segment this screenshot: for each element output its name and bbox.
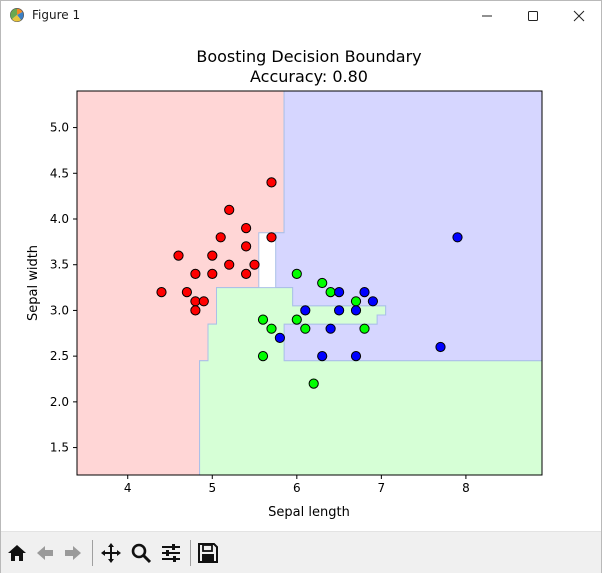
home-button[interactable] bbox=[5, 541, 29, 565]
data-point-class-0 bbox=[190, 296, 201, 307]
data-point-class-0 bbox=[224, 259, 235, 270]
data-point-class-2 bbox=[367, 296, 378, 307]
data-point-class-2 bbox=[274, 332, 285, 343]
chart-subtitle: Accuracy: 0.80 bbox=[250, 67, 368, 86]
data-point-class-2 bbox=[300, 305, 311, 316]
data-point-class-1 bbox=[308, 378, 319, 389]
y-tick-label: 4.5 bbox=[50, 166, 69, 180]
maximize-icon bbox=[528, 10, 538, 21]
data-point-class-2 bbox=[350, 351, 362, 362]
data-point-class-0 bbox=[266, 177, 277, 188]
data-point-class-1 bbox=[291, 268, 302, 279]
figure-canvas[interactable]: Boosting Decision Boundary Accuracy: 0.8… bbox=[1, 30, 601, 530]
data-point-class-0 bbox=[207, 268, 218, 279]
y-tick-label: 3.0 bbox=[50, 303, 69, 317]
matplotlib-logo-icon bbox=[9, 7, 25, 23]
forward-icon bbox=[65, 546, 81, 560]
data-point-class-2 bbox=[359, 287, 370, 298]
data-point-class-1 bbox=[257, 351, 269, 362]
data-point-class-0 bbox=[190, 305, 201, 316]
chart-svg: Boosting Decision Boundary Accuracy: 0.8… bbox=[26, 47, 543, 520]
decision-regions bbox=[76, 90, 543, 476]
x-axis-label: Sepal length bbox=[268, 505, 350, 520]
axes-frame bbox=[76, 90, 543, 476]
decision-region-class-1 bbox=[199, 287, 543, 476]
y-tick-label: 4.0 bbox=[50, 212, 69, 226]
data-point-class-2 bbox=[435, 341, 446, 353]
toolbar-separator bbox=[92, 540, 93, 566]
y-tick-label: 3.5 bbox=[50, 258, 69, 272]
zoom-button[interactable] bbox=[129, 541, 153, 565]
zoom-icon bbox=[131, 543, 152, 564]
minimize-icon bbox=[482, 15, 492, 16]
data-point-class-0 bbox=[190, 268, 201, 279]
home-icon bbox=[8, 545, 26, 561]
y-axis-ticks: 1.5 2.0 2.5 3.0 3.5 4.0 4.5 5.0 bbox=[50, 121, 77, 455]
data-point-class-0 bbox=[181, 287, 192, 298]
toolbar-separator bbox=[190, 540, 191, 566]
data-point-class-0 bbox=[215, 232, 226, 243]
navigation-toolbar bbox=[1, 531, 601, 573]
close-button[interactable] bbox=[556, 1, 602, 30]
data-point-class-2 bbox=[317, 351, 328, 362]
x-tick-label: 8 bbox=[462, 481, 470, 495]
data-point-class-2 bbox=[350, 305, 362, 316]
y-tick-label: 2.5 bbox=[50, 349, 69, 363]
close-icon bbox=[573, 10, 585, 21]
data-point-class-1 bbox=[350, 296, 362, 307]
data-point-class-0 bbox=[207, 250, 218, 261]
data-point-class-0 bbox=[241, 223, 252, 234]
forward-button[interactable] bbox=[61, 541, 85, 565]
pan-button[interactable] bbox=[99, 541, 123, 565]
data-point-class-2 bbox=[334, 287, 345, 298]
configure-button[interactable] bbox=[159, 541, 183, 565]
data-point-class-2 bbox=[452, 232, 463, 243]
pan-icon bbox=[101, 543, 121, 563]
data-point-class-1 bbox=[257, 314, 269, 325]
minimize-button[interactable] bbox=[464, 1, 510, 30]
x-tick-label: 7 bbox=[378, 481, 386, 495]
data-point-class-1 bbox=[317, 277, 328, 289]
configure-icon bbox=[162, 544, 180, 562]
data-point-class-1 bbox=[266, 323, 277, 334]
data-point-class-1 bbox=[300, 323, 311, 334]
y-tick-label: 1.5 bbox=[50, 441, 69, 455]
back-icon bbox=[37, 546, 53, 560]
data-point-class-1 bbox=[291, 314, 302, 325]
data-point-class-1 bbox=[325, 287, 336, 298]
save-icon bbox=[198, 543, 218, 563]
window-title: Figure 1 bbox=[32, 8, 81, 22]
y-tick-label: 2.0 bbox=[50, 395, 69, 409]
data-point-class-2 bbox=[334, 305, 345, 316]
data-point-class-0 bbox=[198, 296, 209, 307]
data-point-class-0 bbox=[173, 250, 184, 261]
back-button[interactable] bbox=[33, 541, 57, 565]
x-tick-label: 6 bbox=[293, 481, 301, 495]
title-bar[interactable]: Figure 1 bbox=[1, 1, 601, 30]
x-tick-label: 5 bbox=[208, 481, 216, 495]
chart-title: Boosting Decision Boundary bbox=[196, 47, 421, 66]
data-point-class-0 bbox=[156, 287, 167, 298]
data-point-class-1 bbox=[359, 323, 370, 334]
data-point-class-0 bbox=[241, 241, 252, 252]
maximize-button[interactable] bbox=[510, 1, 556, 30]
data-point-class-0 bbox=[224, 204, 235, 215]
data-point-class-0 bbox=[249, 259, 260, 270]
x-tick-label: 4 bbox=[124, 481, 132, 495]
data-point-class-2 bbox=[325, 323, 336, 334]
data-point-class-0 bbox=[241, 268, 252, 279]
data-point-class-0 bbox=[266, 232, 277, 243]
y-tick-label: 5.0 bbox=[50, 121, 69, 135]
data-points bbox=[156, 177, 463, 389]
y-axis-label: Sepal width bbox=[26, 245, 41, 321]
x-axis-ticks: 4 5 6 7 8 bbox=[124, 475, 470, 495]
save-button[interactable] bbox=[196, 541, 220, 565]
